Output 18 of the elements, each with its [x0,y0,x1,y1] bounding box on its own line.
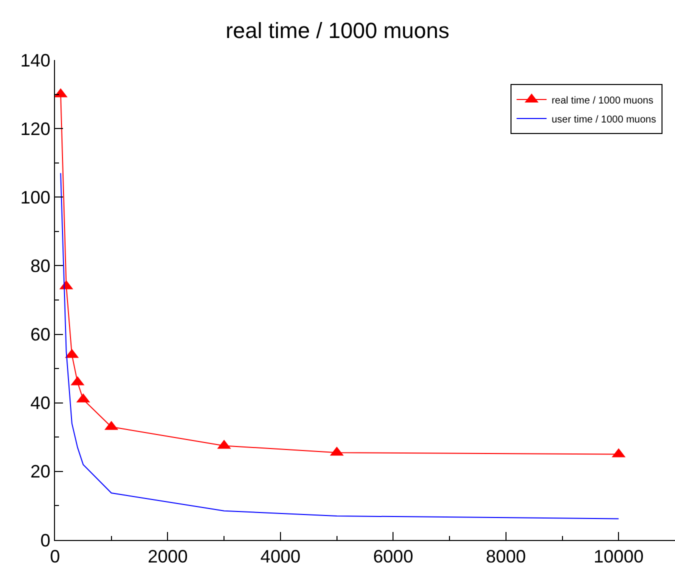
y-tick-label: 40 [30,393,50,414]
chart-title: real time / 1000 muons [226,18,450,44]
y-tick-label: 0 [40,530,50,550]
y-tick-label: 20 [30,462,50,482]
y-tick-label: 80 [30,256,50,276]
y-tick-label: 60 [30,324,50,345]
y-tick-label: 140 [20,50,50,70]
x-tick-label: 8000 [486,546,526,567]
legend-label: real time / 1000 muons [552,95,654,106]
y-tick-label: 100 [20,187,50,208]
legend-label: user time / 1000 muons [552,114,656,126]
line-series [60,172,620,520]
x-tick-label: 10000 [594,546,644,567]
point [55,88,68,98]
x-tick-label: 4000 [260,546,300,567]
x-tick-label: 2000 [148,546,188,567]
x-tick-label: 6000 [373,546,414,567]
y-tick-label: 120 [20,118,50,139]
